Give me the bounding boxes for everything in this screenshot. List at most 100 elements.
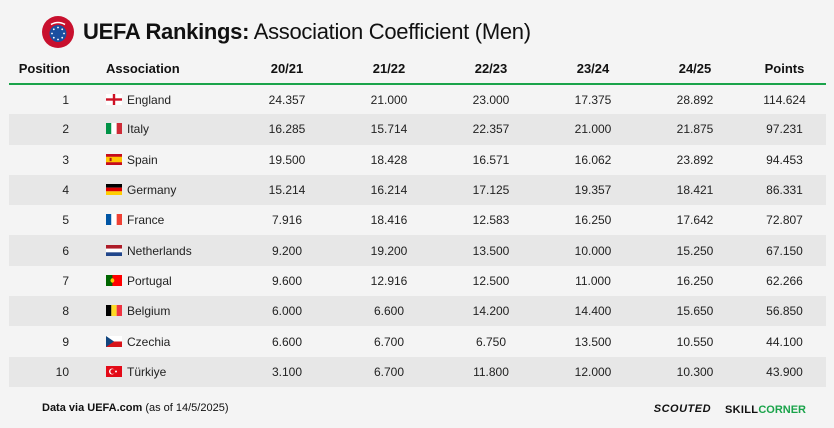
table-row: 1 England 24.357 21.000 23.000 17.375 28.892 11… <box>9 84 826 114</box>
portugal-flag-icon <box>106 274 122 286</box>
column-header-position: Position <box>18 61 70 76</box>
cell-season-2223: 14.200 <box>443 296 539 327</box>
cell-season-2425: 21.875 <box>647 114 743 145</box>
skillcorner-logo-corner: CORNER <box>758 404 806 416</box>
cell-points: 67.150 <box>743 235 826 266</box>
table-row: 5 France 7.916 18.416 12.583 16.250 17.642 72.8… <box>9 205 826 235</box>
cell-season-2324: 10.000 <box>539 235 647 266</box>
cell-season-2425: 16.250 <box>676 273 714 288</box>
cell-season-2223: 16.571 <box>472 152 510 167</box>
cell-season-2021: 19.500 <box>268 152 306 167</box>
cell-season-2425: 15.250 <box>647 235 743 266</box>
cell-season-2021: 16.285 <box>239 114 335 145</box>
cell-association: Türkiye <box>99 356 239 387</box>
association-name: Netherlands <box>127 243 192 258</box>
column-header-2223: 22/23 <box>474 61 508 76</box>
cell-points: 43.900 <box>743 356 826 387</box>
source-date: (as of 14/5/2025) <box>142 402 229 414</box>
spain-flag-icon <box>106 153 122 165</box>
column-header-points: Points <box>764 61 805 76</box>
cell-position: 2 <box>9 114 99 145</box>
cell-season-2223: 13.500 <box>443 235 539 266</box>
scouted-logo: SCOUTED <box>653 403 712 415</box>
cell-season-2223: 23.000 <box>472 92 510 107</box>
cell-position: 6 <box>9 235 99 266</box>
association-name: France <box>127 213 165 228</box>
column-header-association: Association <box>106 61 180 76</box>
table-header-row: Position Association 20/21 21/22 22/23 2… <box>9 54 826 84</box>
title-bold: UEFA Rankings: <box>83 19 250 44</box>
table-row: 8 Belgium 6.000 6.600 14.200 14.400 15.650 56.8… <box>9 296 826 327</box>
cell-season-2122: 6.600 <box>335 296 443 327</box>
cell-season-2122: 16.214 <box>335 174 443 206</box>
germany-flag-icon <box>106 184 122 196</box>
cell-season-2122: 21.000 <box>370 92 408 107</box>
cell-season-2324: 16.062 <box>574 152 612 167</box>
cell-position: 1 <box>62 92 69 107</box>
cell-points: 94.453 <box>766 152 803 167</box>
cell-points: 72.807 <box>766 213 803 228</box>
cell-season-2425: 15.650 <box>647 296 743 327</box>
czechia-flag-icon <box>106 335 122 347</box>
cell-season-2122: 12.916 <box>370 273 408 288</box>
cell-season-2223: 6.750 <box>475 334 507 349</box>
table-row: 10 Türkiye 3.100 6.700 11.800 12.000 10.300 43.… <box>9 356 826 387</box>
rankings-table: Position Association 20/21 21/22 22/23 2… <box>9 54 826 387</box>
cell-season-2223: 12.500 <box>472 273 510 288</box>
cell-position: 7 <box>62 273 69 288</box>
turkiye-flag-icon <box>106 365 122 377</box>
table-row: 6 Netherlands 9.200 19.200 13.500 10.000 15.25… <box>9 235 826 266</box>
cell-points: 44.100 <box>766 334 803 349</box>
cell-season-2425: 17.642 <box>676 213 714 228</box>
column-header-2324: 23/24 <box>576 61 610 76</box>
association-name: Italy <box>127 122 150 137</box>
cell-season-2223: 12.583 <box>472 213 510 228</box>
association-name: Portugal <box>127 273 172 288</box>
title-rest: Association Coefficient (Men) <box>249 19 531 44</box>
uefa-logo-icon <box>43 17 73 47</box>
cell-points: 56.850 <box>743 296 826 327</box>
brand-logos: SCOUTED SKILLCORNER <box>654 400 806 418</box>
cell-season-2324: 11.000 <box>575 273 611 288</box>
cell-season-2324: 13.500 <box>574 334 612 349</box>
belgium-flag-icon <box>106 305 122 317</box>
table-row: 4 Germany 15.214 16.214 17.125 19.357 18.421 86… <box>9 174 826 206</box>
cell-season-2324: 16.250 <box>574 213 612 228</box>
cell-association: France <box>99 205 239 235</box>
cell-season-2021: 9.200 <box>239 235 335 266</box>
cell-season-2223: 11.800 <box>443 356 539 387</box>
cell-position: 8 <box>9 296 99 327</box>
cell-season-2223: 22.357 <box>443 114 539 145</box>
cell-points: 86.331 <box>743 174 826 206</box>
cell-association: Netherlands <box>99 235 239 266</box>
uefa-logo <box>42 16 74 48</box>
netherlands-flag-icon <box>106 244 122 256</box>
cell-season-2425: 28.892 <box>676 92 714 107</box>
cell-season-2021: 15.214 <box>239 174 335 206</box>
cell-association: Belgium <box>99 296 239 327</box>
skillcorner-logo-skill: SKILL <box>725 404 759 416</box>
table-row: 7 Portugal 9.600 12.916 12.500 11.000 16.250 62… <box>9 266 826 296</box>
cell-association: Portugal <box>99 266 239 296</box>
cell-points: 97.231 <box>743 114 826 145</box>
cell-season-2223: 17.125 <box>443 174 539 206</box>
cell-points: 62.266 <box>766 273 803 288</box>
cell-season-2324: 17.375 <box>574 92 612 107</box>
association-name: Spain <box>127 152 158 167</box>
association-name: Czechia <box>127 334 171 349</box>
cell-association: Spain <box>99 145 239 175</box>
cell-position: 10 <box>9 356 99 387</box>
cell-association: Czechia <box>99 326 239 356</box>
cell-position: 4 <box>9 174 99 206</box>
cell-season-2122: 15.714 <box>335 114 443 145</box>
cell-season-2122: 6.700 <box>335 356 443 387</box>
cell-association: England <box>99 84 239 114</box>
table-row: 9 Czechia 6.600 6.700 6.750 13.500 10.550 44.10… <box>9 326 826 356</box>
france-flag-icon <box>106 214 122 226</box>
column-header-2021: 20/21 <box>270 61 304 76</box>
cell-season-2122: 18.416 <box>370 213 408 228</box>
cell-season-2324: 14.400 <box>539 296 647 327</box>
cell-season-2021: 3.100 <box>239 356 335 387</box>
cell-association: Germany <box>99 174 239 206</box>
cell-season-2021: 9.600 <box>271 273 303 288</box>
